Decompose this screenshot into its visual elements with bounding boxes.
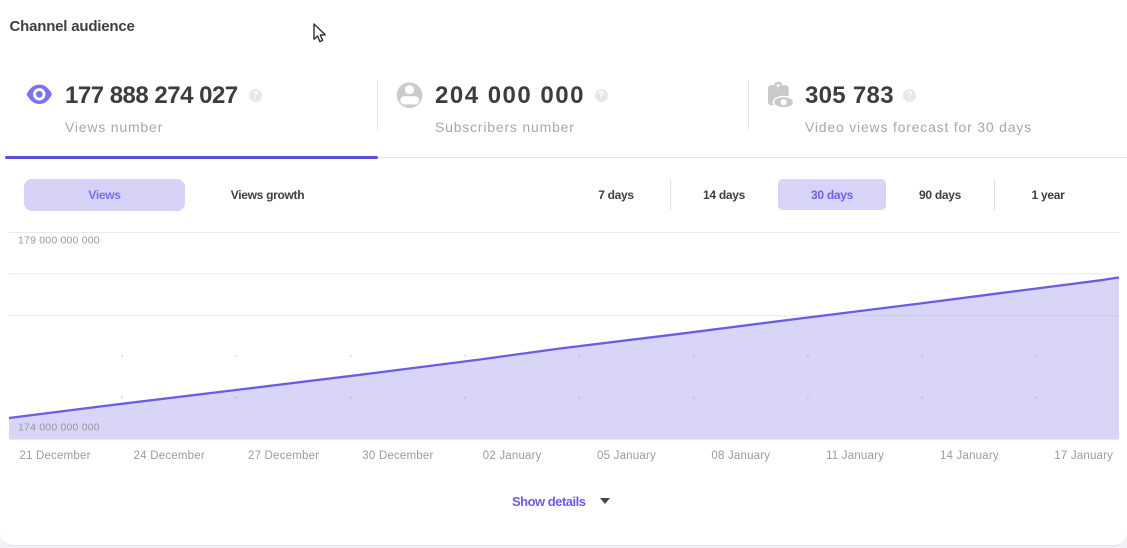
svg-text:27 December: 27 December: [248, 450, 319, 462]
svg-text:174 000 000 000: 174 000 000 000: [18, 422, 100, 434]
svg-text:02 January: 02 January: [483, 450, 542, 462]
svg-text:17 January: 17 January: [1054, 450, 1113, 462]
svg-text:11 January: 11 January: [826, 450, 884, 462]
svg-text:24 December: 24 December: [134, 450, 205, 462]
svg-text:14 January: 14 January: [940, 450, 999, 462]
svg-text:30 December: 30 December: [362, 450, 433, 462]
svg-text:08 January: 08 January: [711, 450, 770, 462]
svg-text:179 000 000 000: 179 000 000 000: [18, 235, 100, 247]
svg-text:21 December: 21 December: [19, 450, 90, 462]
svg-text:05 January: 05 January: [597, 450, 656, 462]
